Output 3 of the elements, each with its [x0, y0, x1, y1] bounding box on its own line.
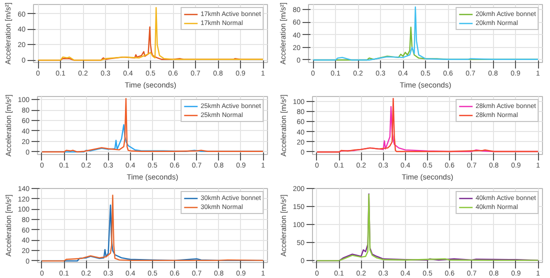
line-series: [37, 6, 264, 61]
line-series: [41, 98, 264, 152]
line-series: [312, 6, 539, 61]
